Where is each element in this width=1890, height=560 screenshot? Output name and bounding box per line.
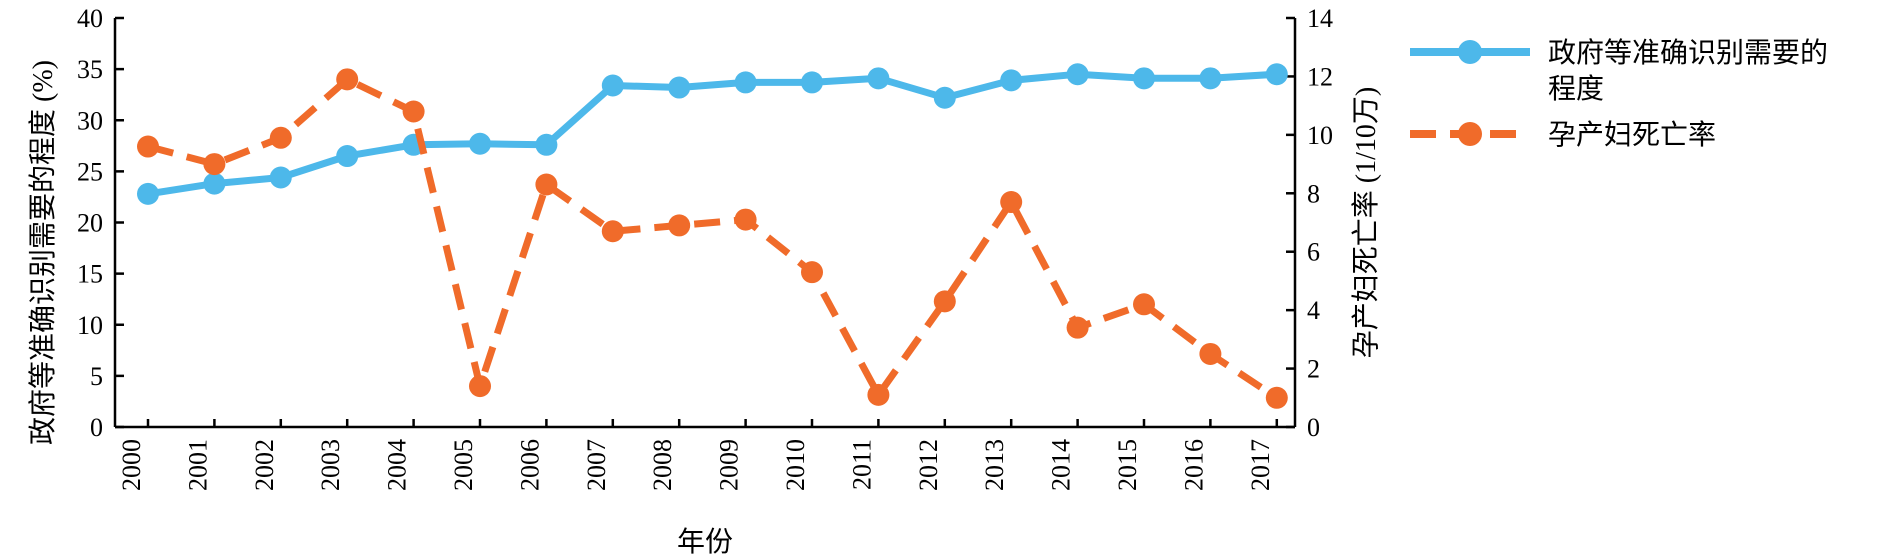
series-0-point	[933, 86, 956, 109]
series-0-point	[1000, 69, 1023, 92]
series-1-point	[269, 126, 292, 149]
left-y-tick-label: 5	[90, 362, 103, 391]
series-0-point	[203, 172, 226, 195]
series-0-point	[336, 145, 359, 168]
x-tick-label: 2017	[1246, 439, 1275, 491]
series-1-point	[1066, 316, 1089, 339]
series-0-point	[1265, 63, 1288, 86]
x-tick-label: 2013	[980, 439, 1009, 491]
x-tick-label: 2007	[582, 439, 611, 491]
x-tick-label: 2003	[316, 439, 345, 491]
x-axis-title: 年份	[677, 526, 733, 558]
left-y-tick-label: 40	[77, 4, 103, 33]
series-1-point	[668, 214, 691, 237]
right-y-tick-label: 10	[1307, 121, 1333, 150]
x-tick-label: 2005	[449, 439, 478, 491]
series-line-0	[147, 70, 1278, 198]
series-1-point	[801, 261, 823, 284]
series-1-point	[1265, 386, 1288, 409]
series-1-point	[1199, 342, 1222, 365]
series-0-point	[601, 74, 624, 97]
left-y-tick-label: 35	[77, 55, 103, 84]
series-1-point	[867, 383, 890, 406]
series-1-point	[402, 100, 425, 123]
series-1-point	[1133, 293, 1155, 316]
series-0-point	[801, 71, 823, 94]
left-y-tick-label: 25	[77, 157, 103, 186]
legend-label-0: 政府等准确识别需要的	[1548, 37, 1828, 69]
x-tick-label: 2009	[715, 439, 744, 491]
series-1-point	[336, 68, 359, 91]
right-y-tick-label: 12	[1307, 62, 1333, 91]
series-1-point	[601, 220, 624, 243]
legend-label-1: 孕产妇死亡率	[1548, 119, 1716, 151]
left-y-tick-label: 10	[77, 311, 103, 340]
x-tick-label: 2010	[781, 439, 810, 491]
legend-marker-0	[1458, 40, 1482, 64]
series-0-point	[269, 166, 292, 189]
right-y-tick-label: 8	[1307, 179, 1320, 208]
series-0-point	[1066, 63, 1089, 86]
x-tick-label: 2002	[250, 439, 279, 491]
left-y-tick-label: 0	[90, 413, 103, 442]
series-0-point	[668, 76, 691, 99]
x-tick-label: 2015	[1113, 439, 1142, 491]
series-0-point	[535, 133, 558, 156]
x-tick-label: 2014	[1047, 439, 1076, 491]
series-1-point	[469, 375, 491, 398]
series-line-1	[147, 75, 1279, 401]
x-tick-label: 2001	[183, 439, 212, 491]
series-1-point	[1000, 191, 1023, 214]
series-1-point	[734, 208, 757, 231]
left-y-tick-label: 20	[77, 209, 103, 238]
x-tick-label: 2008	[648, 439, 677, 491]
left-y-tick-label: 15	[77, 260, 103, 289]
series-0-point	[137, 182, 159, 205]
x-tick-label: 2012	[914, 439, 943, 491]
x-tick-label: 2011	[847, 439, 876, 490]
right-y-tick-label: 6	[1307, 238, 1320, 267]
series-0-point	[867, 67, 890, 90]
left-y-axis-title: 政府等准确识别需要的程度 (%)	[27, 60, 59, 445]
series-1-point	[933, 290, 956, 313]
x-tick-label: 2004	[383, 439, 412, 491]
legend-marker-1	[1458, 122, 1482, 146]
legend-label-0: 程度	[1548, 73, 1604, 105]
series-0-point	[1133, 67, 1155, 90]
right-y-tick-label: 2	[1307, 355, 1320, 384]
right-y-tick-label: 0	[1307, 413, 1320, 442]
right-y-axis-title: 孕产妇死亡率 (1/10万)	[1350, 87, 1382, 358]
x-tick-label: 2006	[515, 439, 544, 491]
x-tick-label: 2000	[117, 439, 146, 491]
right-y-tick-label: 14	[1307, 4, 1333, 33]
series-1-point	[203, 153, 226, 176]
series-0-point	[734, 71, 757, 94]
series-0-point	[469, 132, 491, 155]
right-y-tick-label: 4	[1307, 296, 1320, 325]
x-tick-label: 2016	[1179, 439, 1208, 491]
series-1-point	[535, 173, 558, 196]
series-1-point	[137, 135, 159, 158]
left-y-tick-label: 30	[77, 106, 103, 135]
series-0-point	[1199, 67, 1222, 90]
